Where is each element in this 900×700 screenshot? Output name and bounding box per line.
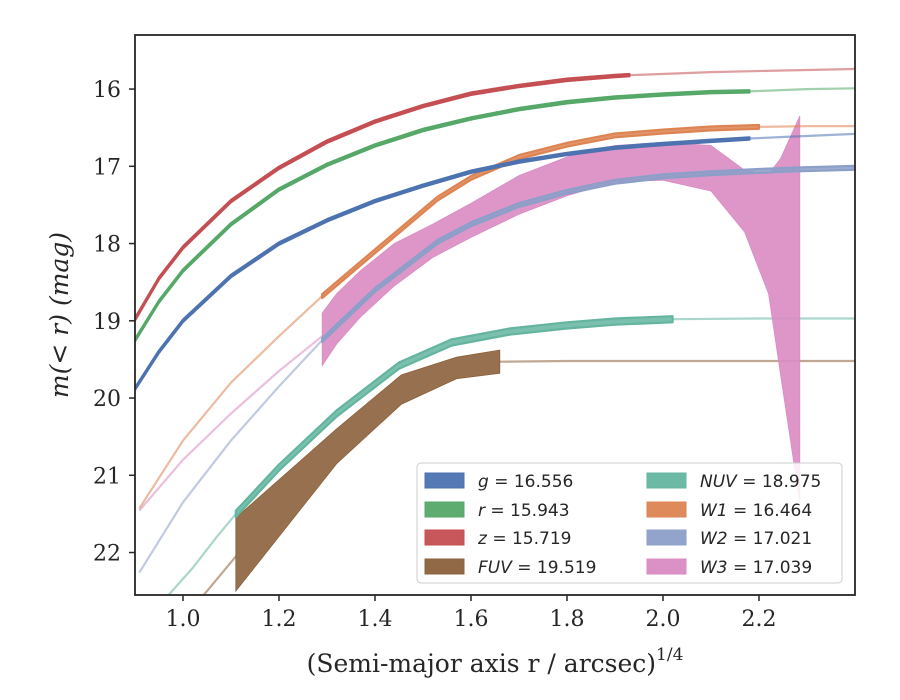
x-axis-label: (Semi-major axis r / arcsec)1/4 [307,645,684,678]
x-tick-label: 1.6 [454,607,489,632]
legend-item-w3: W3 = 17.039 [646,558,812,578]
series-nuv [167,315,855,595]
legend-item-nuv: NUV = 18.975 [646,472,821,492]
series-fuv-band [235,349,501,593]
series-r [135,87,855,343]
series-z-band [135,72,631,322]
series-w1-extrapolation [757,125,855,128]
legend-swatch [424,472,465,489]
legend-label: W1 = 16.464 [700,501,812,521]
series-w3-extrapolation [138,335,324,512]
legend-label: FUV = 19.519 [478,558,596,578]
plot-frame [134,34,856,596]
y-tick-label: 17 [93,155,121,180]
series-g-extrapolation [748,132,855,140]
series-z-extrapolation [628,67,855,77]
series-w1-extrapolation [138,295,324,509]
series-nuv-extrapolation [671,317,855,321]
series-w2-band [321,164,855,344]
x-tick-label: 1.4 [358,607,393,632]
series-r-band [135,89,751,343]
y-tick-label: 16 [93,78,121,103]
legend-frame [416,462,843,584]
legend-label: NUV = 18.975 [700,472,821,492]
legend-label: W2 = 17.021 [700,529,812,549]
y-tick-label: 22 [93,542,121,567]
legend-label: z = 15.719 [477,529,571,549]
legend-label: g = 16.556 [478,472,573,492]
legend-item-r: r = 15.943 [424,501,570,521]
legend-item-fuv: FUV = 19.519 [424,558,596,578]
series-fuv-extrapolation [498,359,855,363]
legend-swatch [646,501,687,518]
legend-item-g: g = 16.556 [424,472,573,492]
x-tick-label: 1.2 [262,607,297,632]
legend-swatch [646,558,687,575]
series-w2 [138,164,855,573]
legend-label: r = 15.943 [478,501,570,521]
legend-swatch [424,558,465,575]
legend-swatch [646,472,687,489]
x-axis-label-superscript: 1/4 [656,645,683,665]
legend-label: W3 = 17.039 [700,558,812,578]
y-axis-label: m(< r) (mag) [45,232,74,398]
legend-item-w1: W1 = 16.464 [646,501,812,521]
y-axis: 16 17 18 19 20 21 22 [93,78,135,567]
series-r-extrapolation [748,87,855,93]
series-layer [135,67,855,595]
series-g [135,132,855,391]
y-tick-label: 20 [93,387,121,412]
legend-item-w2: W2 = 17.021 [646,529,812,549]
x-tick-label: 1.8 [550,607,585,632]
legend-swatch [424,529,465,546]
legend-swatch [424,501,465,518]
x-tick-label: 2.2 [742,607,777,632]
legend: g = 16.556 r = 15.943 z = 15.719 FUV = 19.5… [416,462,843,584]
x-axis: 1.0 1.2 1.4 1.6 1.8 2.0 2.2 [166,595,777,632]
legend-swatch [646,529,687,546]
series-nuv-band [234,315,674,519]
series-fuv-extrapolation [202,555,237,595]
legend-item-z: z = 15.719 [424,529,571,549]
y-tick-label: 21 [93,464,121,489]
series-g-band [135,136,751,391]
x-tick-label: 1.0 [166,607,201,632]
y-tick-label: 19 [93,310,121,335]
x-tick-label: 2.0 [646,607,681,632]
series-w2-extrapolation [138,339,324,573]
series-nuv-extrapolation [167,512,237,595]
series-z [135,67,855,322]
y-tick-label: 18 [93,233,121,258]
